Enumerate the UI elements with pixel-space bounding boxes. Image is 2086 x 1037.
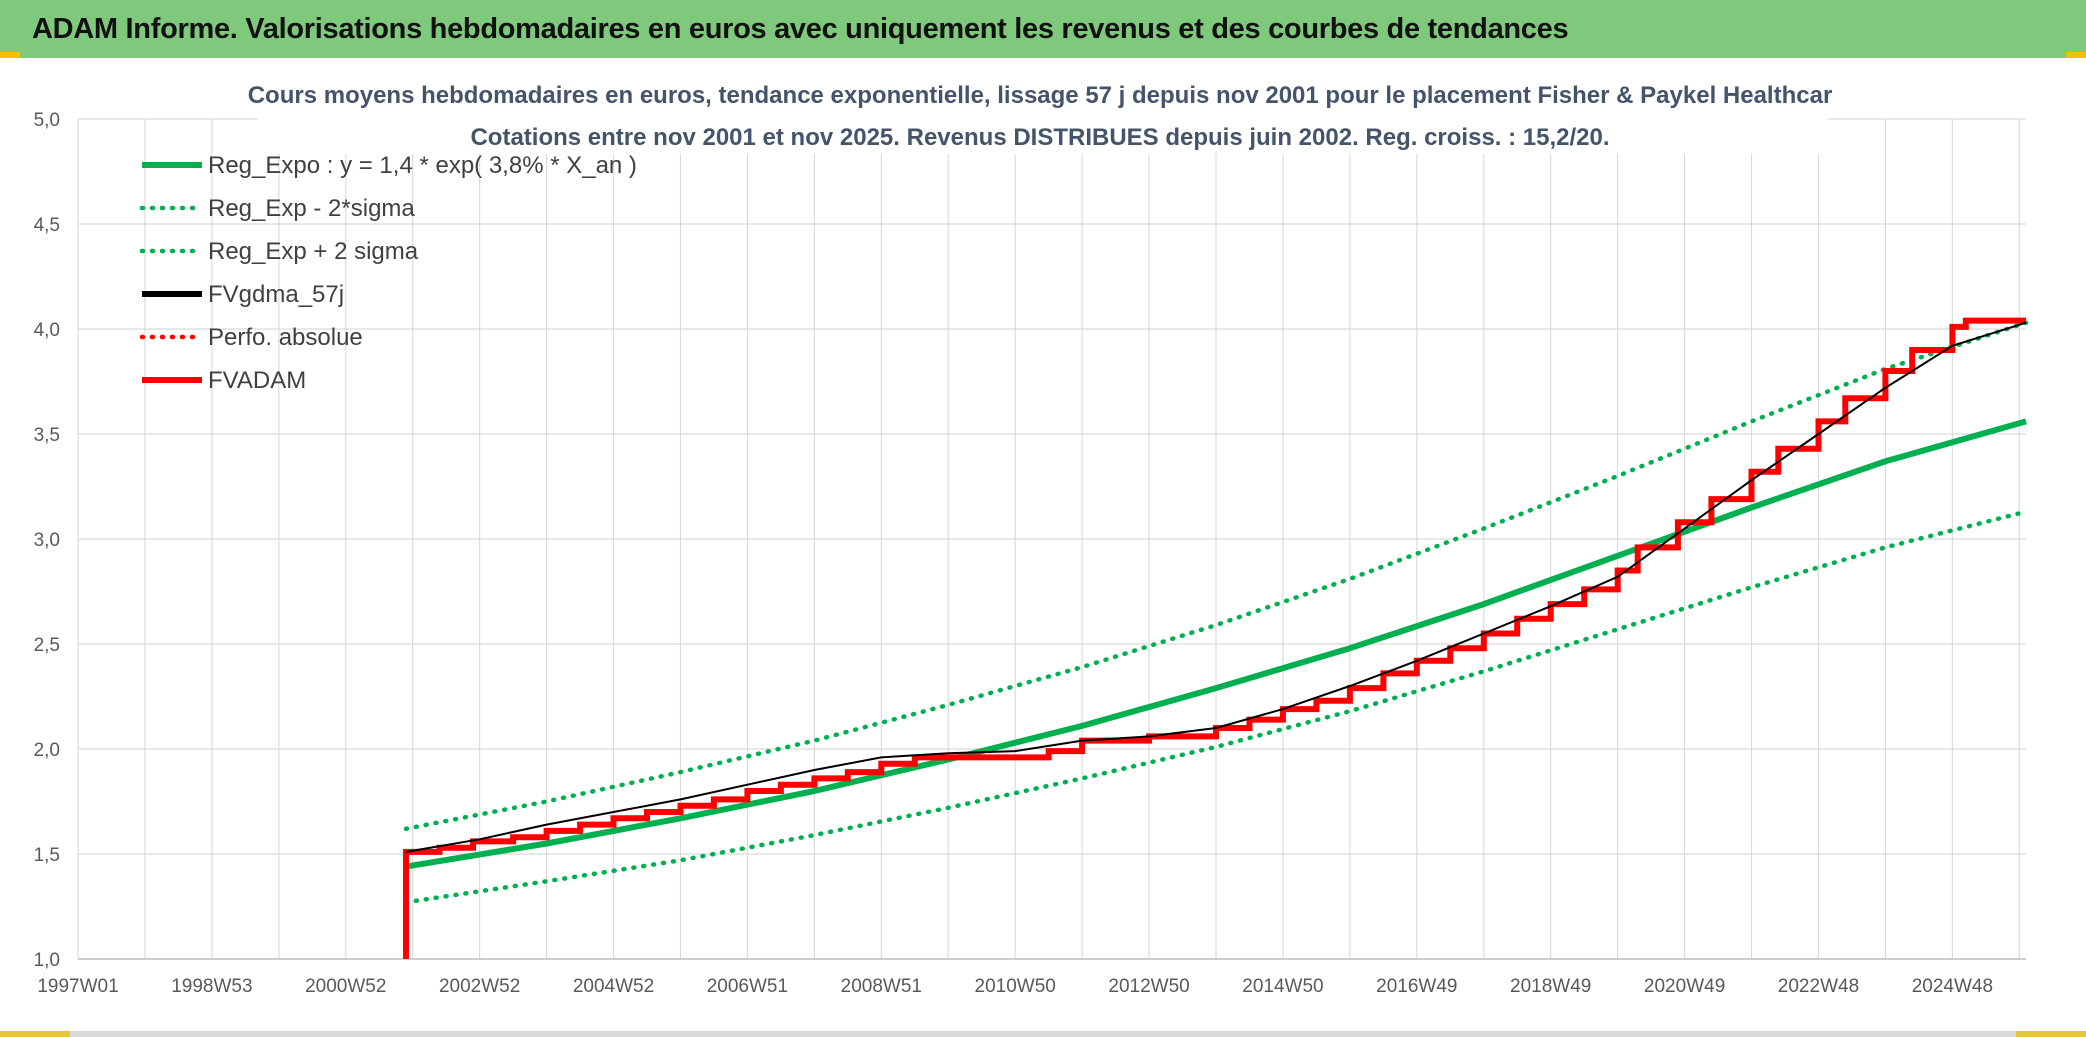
report-banner: ADAM Informe. Valorisations hebdomadaire…	[0, 0, 2086, 58]
x-tick-label: 1998W53	[171, 976, 252, 997]
x-axis-ticks: 1997W01 1998W53 2000W52 2002W52 2004W52 2006W…	[37, 976, 1993, 997]
y-tick-label: 1,5	[34, 845, 60, 866]
legend-label: FVADAM	[208, 367, 306, 394]
grid	[77, 118, 2026, 960]
chart: 1,0 1,5 2,0 2,5 3,0 3,5 4,0 4,5 5,0 1997W01 1998W…	[34, 60, 2029, 997]
corner-accent-left	[0, 52, 20, 58]
x-tick-label: 2002W52	[439, 976, 520, 997]
series-reg-expo	[405, 418, 2027, 870]
x-tick-label: 2000W52	[305, 976, 386, 997]
y-tick-label: 3,5	[34, 425, 60, 446]
y-tick-label: 5,0	[34, 110, 60, 131]
y-axis-ticks: 1,0 1,5 2,0 2,5 3,0 3,5 4,0 4,5 5,0	[34, 110, 60, 971]
legend-label: FVgdma_57j	[208, 281, 344, 308]
legend: Reg_Expo : y = 1,4 * exp( 3,8% * X_an ) R…	[139, 152, 637, 394]
series-reg-plus-2sigma	[403, 320, 2029, 832]
legend-label: Perfo. absolue	[208, 324, 363, 351]
x-tick-label: 2010W50	[975, 976, 1056, 997]
frame-bottom	[0, 1031, 2086, 1037]
frame-accent-left	[0, 1031, 70, 1037]
x-tick-label: 2016W49	[1376, 976, 1457, 997]
y-tick-label: 1,0	[34, 950, 60, 971]
y-tick-label: 2,0	[34, 740, 60, 761]
x-tick-label: 2020W49	[1644, 976, 1725, 997]
x-tick-label: 2022W48	[1778, 976, 1859, 997]
legend-label: Reg_Exp - 2*sigma	[208, 195, 415, 222]
x-tick-label: 2012W50	[1108, 976, 1189, 997]
frame-accent-right	[2016, 1031, 2086, 1037]
x-tick-label: 2018W49	[1510, 976, 1591, 997]
chart-subtitle: Cotations entre nov 2001 et nov 2025. Re…	[470, 124, 1609, 151]
series	[403, 317, 2029, 959]
chart-title: Cours moyens hebdomadaires en euros, ten…	[248, 82, 1833, 109]
series-fvgdma-57j	[405, 321, 2027, 853]
legend-label: Reg_Exp + 2 sigma	[208, 238, 419, 265]
report-title: ADAM Informe. Valorisations hebdomadaire…	[32, 12, 1569, 45]
y-tick-label: 3,0	[34, 530, 60, 551]
legend-label: Reg_Expo : y = 1,4 * exp( 3,8% * X_an )	[208, 152, 637, 179]
y-tick-label: 4,5	[34, 215, 60, 236]
y-tick-label: 4,0	[34, 320, 60, 341]
x-tick-label: 1997W01	[37, 976, 118, 997]
title-backdrop	[258, 60, 1828, 154]
x-tick-label: 2008W51	[841, 976, 922, 997]
x-tick-label: 2014W50	[1242, 976, 1323, 997]
x-tick-label: 2004W52	[573, 976, 654, 997]
x-tick-label: 2006W51	[707, 976, 788, 997]
x-tick-label: 2024W48	[1912, 976, 1993, 997]
y-tick-label: 2,5	[34, 635, 60, 656]
corner-accent-right	[2066, 52, 2086, 58]
